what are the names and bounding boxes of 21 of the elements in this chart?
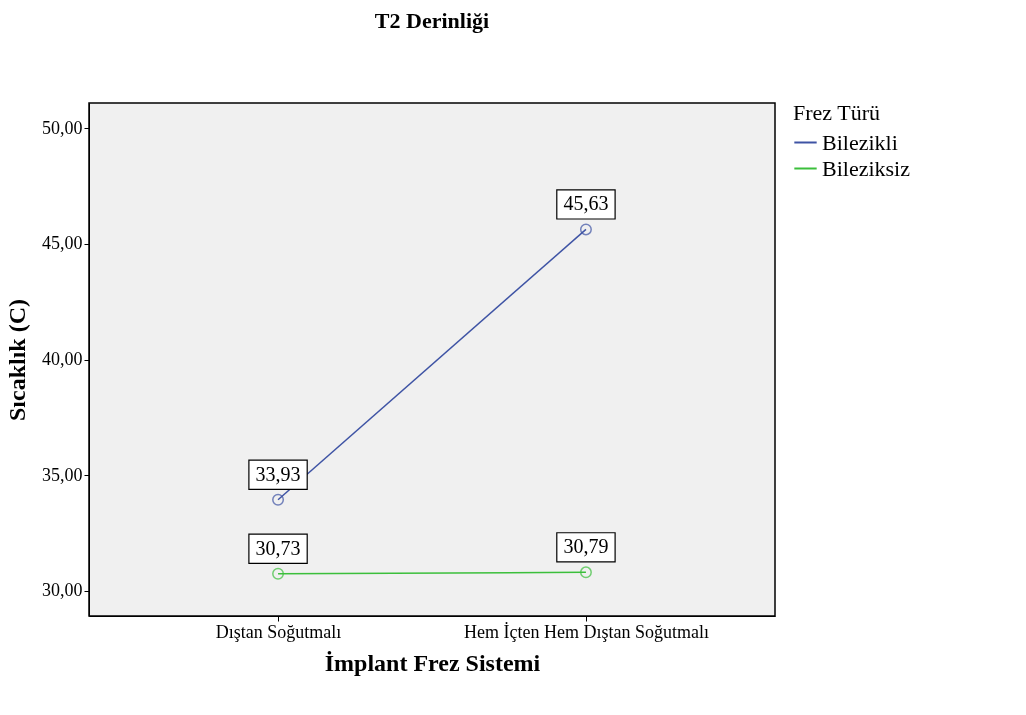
data-label: 30,79: [563, 535, 609, 558]
point: [272, 493, 285, 506]
data-label: 33,93: [255, 462, 301, 485]
y-tick-label: 40,00: [42, 349, 83, 369]
y-tick-label: 45,00: [42, 233, 83, 254]
data-label: 30,73: [255, 536, 301, 559]
legend-label: Bilezikli: [822, 129, 898, 155]
y-tick-label: 35,00: [42, 464, 83, 485]
x-tick-label: Dıştan Soğutmalı: [215, 621, 342, 642]
legend-label: Bileziksiz: [822, 155, 911, 181]
y-tick-label: 30,00: [42, 580, 83, 601]
legend-title: Frez Türü: [793, 100, 880, 125]
point: [272, 567, 285, 580]
x-axis-title: İmplant Frez Sistemi: [324, 649, 541, 676]
data-label: 45,63: [563, 192, 609, 215]
x-tick-label: Hem İçten Hem Dıştan Soğutmalı: [463, 621, 709, 642]
point: [579, 566, 592, 579]
y-axis-title: Sıcaklık (C): [4, 298, 30, 422]
chart-title: T2 Derinliği: [374, 8, 490, 33]
point: [579, 223, 592, 236]
y-tick-label: 50,00: [42, 117, 83, 138]
